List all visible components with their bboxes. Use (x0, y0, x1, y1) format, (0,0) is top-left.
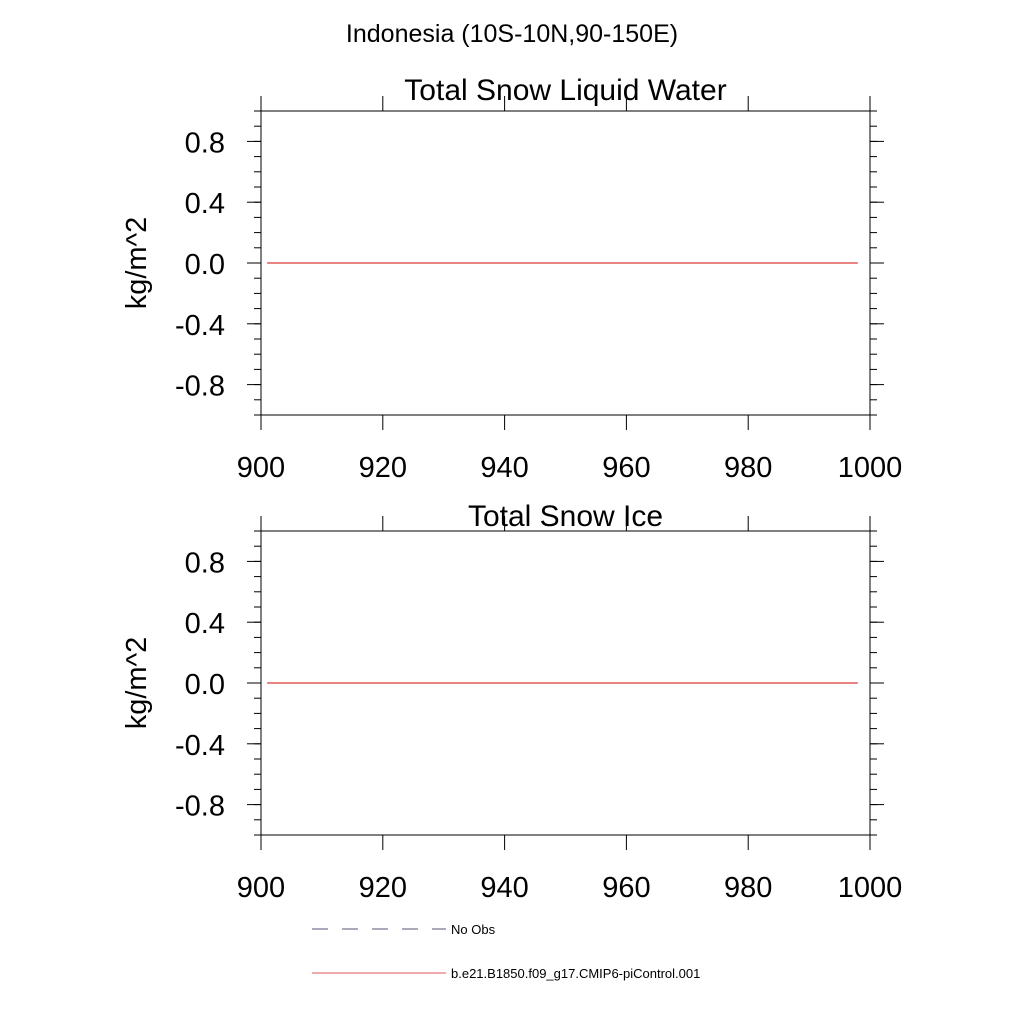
x-tick-label: 980 (724, 872, 772, 904)
x-tick-label: 900 (237, 452, 285, 484)
y-tick-label: -0.8 (175, 791, 225, 823)
panel-2: Total Snow Ice kg/m^2 900 920 940 960 980 1000 0… (121, 500, 902, 904)
x-tick-label: 980 (724, 452, 772, 484)
x-tick-label: 960 (602, 452, 650, 484)
legend-label: b.e21.B1850.f09_g17.CMIP6-piControl.001 (451, 966, 700, 981)
legend: No Obs b.e21.B1850.f09_g17.CMIP6-piContro… (312, 922, 700, 981)
suptitle: Indonesia (10S-10N,90-150E) (346, 20, 678, 48)
panel-1: Total Snow Liquid Water kg/m^2 900 920 940 96… (121, 74, 902, 484)
y-axis-label: kg/m^2 (121, 637, 153, 730)
y-tick-label: -0.8 (175, 371, 225, 403)
x-tick-label: 900 (237, 872, 285, 904)
x-tick-label: 960 (602, 872, 650, 904)
y-axis-label: kg/m^2 (121, 217, 153, 310)
y-tick-label: 0.0 (185, 669, 225, 701)
panels: Total Snow Liquid Water kg/m^2 900 920 940 96… (121, 74, 902, 904)
panel-title: Total Snow Ice (468, 500, 663, 533)
y-tick-label: 0.4 (185, 608, 225, 640)
x-tick-label: 1000 (838, 452, 903, 484)
legend-entry-2: b.e21.B1850.f09_g17.CMIP6-piControl.001 (312, 966, 700, 981)
legend-label: No Obs (451, 922, 496, 937)
legend-entry-1: No Obs (312, 922, 496, 937)
y-tick-label: 0.0 (185, 249, 225, 281)
y-tick-label: -0.4 (175, 730, 225, 762)
panel-title: Total Snow Liquid Water (404, 74, 726, 107)
y-tick-label: 0.8 (185, 127, 225, 159)
y-tick-label: 0.8 (185, 547, 225, 579)
x-tick-label: 940 (480, 452, 528, 484)
x-tick-label: 920 (359, 872, 407, 904)
x-tick-label: 940 (480, 872, 528, 904)
y-tick-label: -0.4 (175, 310, 225, 342)
x-tick-label: 1000 (838, 872, 903, 904)
y-tick-label: 0.4 (185, 188, 225, 220)
x-tick-label: 920 (359, 452, 407, 484)
